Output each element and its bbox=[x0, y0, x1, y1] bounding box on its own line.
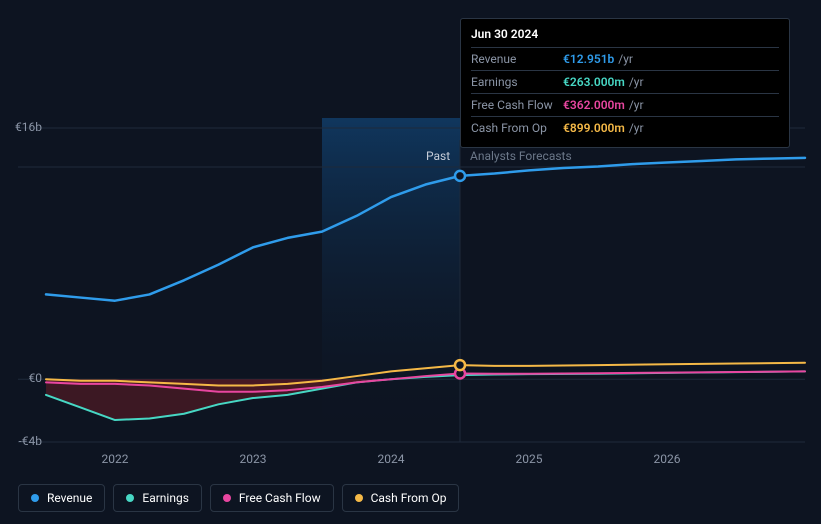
y-axis-label: €0 bbox=[0, 371, 42, 385]
x-axis-label: 2026 bbox=[654, 452, 681, 466]
tooltip-row-value: €899.000m bbox=[563, 121, 625, 135]
y-axis-label: €16b bbox=[0, 120, 42, 134]
x-axis-label: 2022 bbox=[102, 452, 129, 466]
x-axis-label: 2023 bbox=[240, 452, 267, 466]
tooltip-row-label: Earnings bbox=[471, 75, 563, 89]
tooltip-row: Free Cash Flow€362.000m/yr bbox=[471, 93, 779, 116]
section-label-past: Past bbox=[426, 149, 450, 163]
legend-item-free-cash-flow[interactable]: Free Cash Flow bbox=[210, 484, 334, 512]
tooltip-row: Revenue€12.951b/yr bbox=[471, 47, 779, 70]
legend-dot-icon bbox=[126, 494, 134, 502]
legend-item-revenue[interactable]: Revenue bbox=[18, 484, 105, 512]
tooltip-row: Cash From Op€899.000m/yr bbox=[471, 116, 779, 139]
tooltip-row-label: Free Cash Flow bbox=[471, 98, 563, 112]
x-axis-label: 2025 bbox=[516, 452, 543, 466]
tooltip-row-unit: /yr bbox=[618, 52, 633, 66]
tooltip-row-unit: /yr bbox=[629, 98, 644, 112]
y-axis-label: -€4b bbox=[0, 434, 42, 448]
legend-dot-icon bbox=[31, 494, 39, 502]
legend-dot-icon bbox=[355, 494, 363, 502]
x-axis-label: 2024 bbox=[378, 452, 405, 466]
financials-chart: Jun 30 2024 Revenue€12.951b/yrEarnings€2… bbox=[0, 0, 821, 524]
chart-legend: Revenue Earnings Free Cash Flow Cash From O… bbox=[18, 484, 459, 512]
legend-item-label: Free Cash Flow bbox=[239, 491, 321, 505]
tooltip-row-value: €263.000m bbox=[563, 75, 625, 89]
tooltip-row-label: Revenue bbox=[471, 52, 563, 66]
tooltip-row: Earnings€263.000m/yr bbox=[471, 70, 779, 93]
legend-item-label: Cash From Op bbox=[371, 491, 447, 505]
tooltip-row-unit: /yr bbox=[629, 121, 644, 135]
tooltip-row-label: Cash From Op bbox=[471, 121, 563, 135]
section-label-forecast: Analysts Forecasts bbox=[470, 149, 572, 163]
chart-tooltip: Jun 30 2024 Revenue€12.951b/yrEarnings€2… bbox=[460, 18, 790, 148]
tooltip-date: Jun 30 2024 bbox=[471, 27, 779, 41]
legend-item-cash-from-op[interactable]: Cash From Op bbox=[342, 484, 460, 512]
legend-item-label: Revenue bbox=[47, 491, 92, 505]
tooltip-row-unit: /yr bbox=[629, 75, 644, 89]
legend-item-earnings[interactable]: Earnings bbox=[113, 484, 202, 512]
tooltip-row-value: €362.000m bbox=[563, 98, 625, 112]
tooltip-row-value: €12.951b bbox=[563, 52, 614, 66]
legend-dot-icon bbox=[223, 494, 231, 502]
legend-item-label: Earnings bbox=[142, 491, 189, 505]
